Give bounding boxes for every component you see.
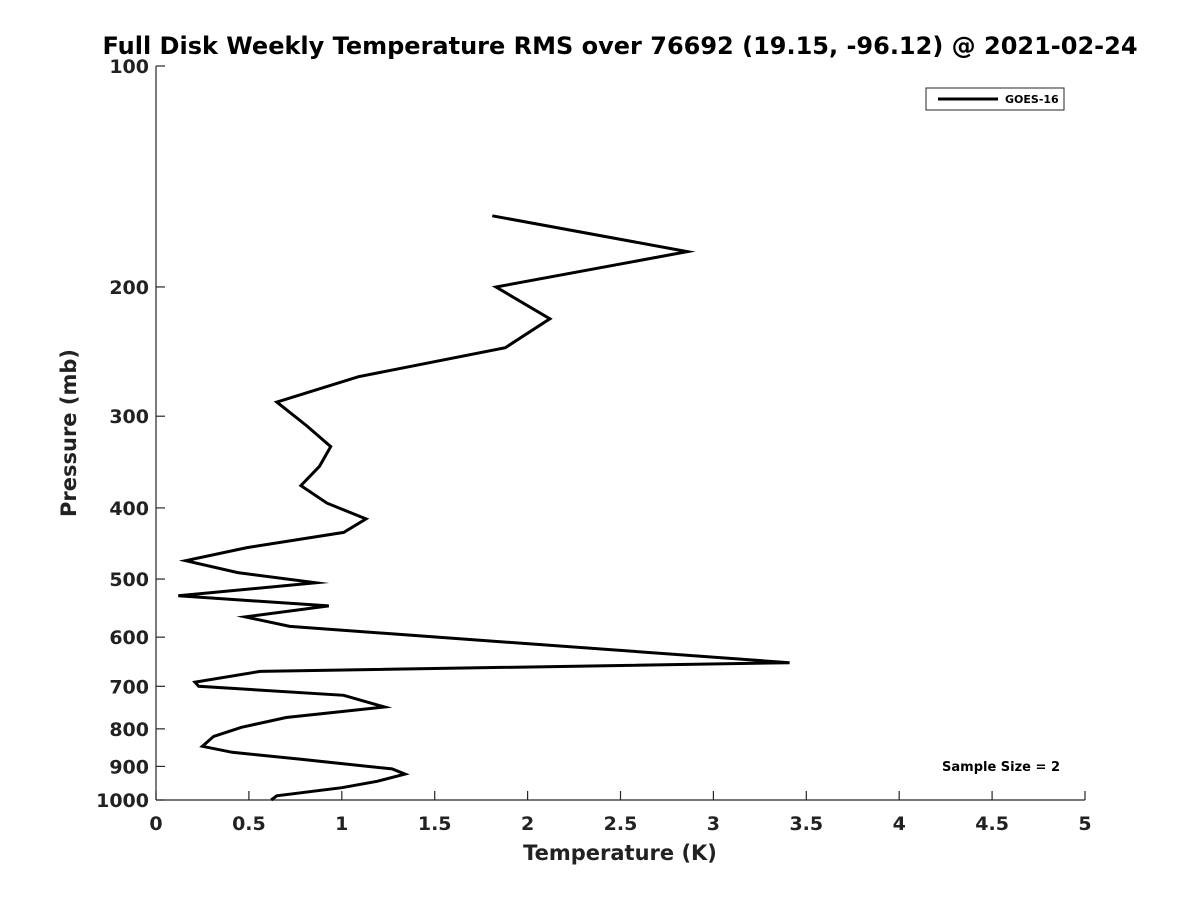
x-tick-label: 2	[521, 813, 534, 835]
x-tick-label: 0	[149, 813, 162, 835]
x-axis-label: Temperature (K)	[523, 841, 717, 865]
series-layer	[178, 214, 790, 802]
y-tick-label: 1000	[96, 790, 149, 812]
x-tick-label: 4.5	[975, 813, 1009, 835]
series-line-goes-16	[178, 214, 790, 802]
x-tick-label: 4	[893, 813, 906, 835]
y-tick-label: 200	[109, 277, 149, 299]
y-ticks: 100 200 300 400 500 600 700 800 900 1000	[96, 56, 165, 812]
y-tick-label: 100	[109, 56, 149, 78]
y-axis-label: Pressure (mb)	[57, 349, 81, 517]
y-tick-label: 500	[109, 569, 149, 591]
x-tick-label: 3.5	[789, 813, 823, 835]
x-tick-label: 0.5	[232, 813, 266, 835]
x-ticks: 0 0.5 1 1.5 2 2.5 3 3.5 4 4.5 5	[149, 791, 1092, 835]
x-tick-label: 2.5	[604, 813, 638, 835]
chart-title: Full Disk Weekly Temperature RMS over 76…	[102, 32, 1137, 60]
y-tick-label: 400	[109, 498, 149, 520]
sample-size-annotation: Sample Size = 2	[942, 760, 1060, 775]
x-tick-label: 5	[1078, 813, 1091, 835]
y-tick-label: 900	[109, 756, 149, 778]
legend: GOES-16	[925, 87, 1065, 111]
y-tick-label: 600	[109, 627, 149, 649]
y-tick-label: 300	[109, 406, 149, 428]
y-tick-label: 700	[109, 676, 149, 698]
plot-axes	[155, 66, 1085, 801]
legend-label-goes-16: GOES-16	[1005, 93, 1059, 106]
x-tick-label: 1.5	[418, 813, 452, 835]
y-tick-label: 800	[109, 719, 149, 741]
x-tick-label: 3	[707, 813, 720, 835]
x-tick-label: 1	[335, 813, 348, 835]
